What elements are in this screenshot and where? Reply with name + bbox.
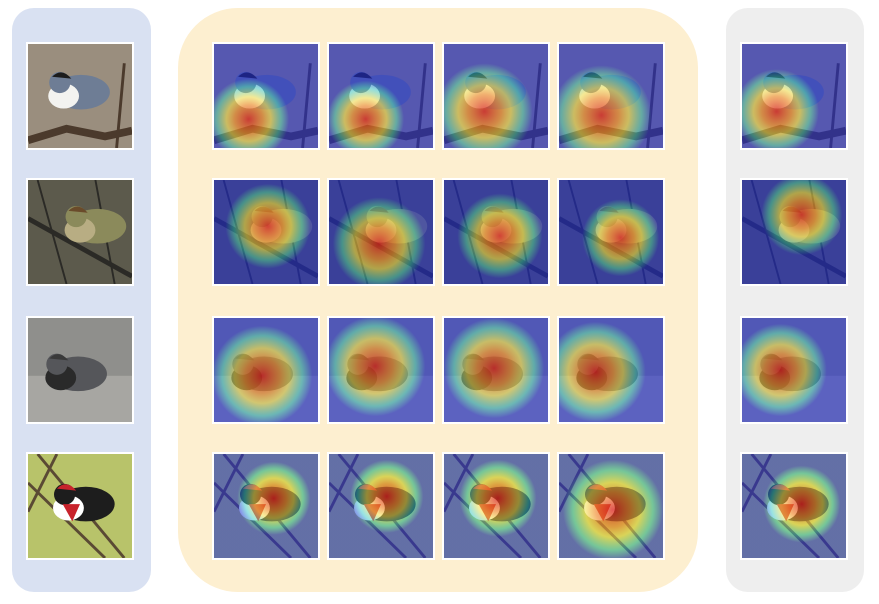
heatmap-overlay [742, 454, 846, 558]
heatmap-overlay [444, 180, 548, 284]
heatmap-overlay [444, 44, 548, 148]
comparison-heatmap-tile [557, 178, 665, 286]
heatmap-overlay [329, 454, 433, 558]
bird-photo-content [28, 44, 132, 148]
comparison-heatmap-tile [442, 178, 550, 286]
comparison-heatmap-tile [212, 42, 320, 150]
heatmap-overlay [214, 44, 318, 148]
heatmap-overlay [559, 454, 663, 558]
heatmap-overlay [559, 318, 663, 422]
heatmap-overlay [214, 180, 318, 284]
input-image-tile [26, 178, 134, 286]
bird-photo-content [28, 180, 132, 284]
proposed-heatmap-tile [740, 42, 848, 150]
input-image-tile [26, 42, 134, 150]
comparison-heatmap-tile [557, 452, 665, 560]
bird-photo-content [28, 318, 132, 422]
comparison-heatmap-tile [557, 42, 665, 150]
heatmap-overlay [329, 44, 433, 148]
comparison-heatmap-tile [212, 452, 320, 560]
comparison-heatmap-tile [442, 452, 550, 560]
comparison-heatmap-tile [327, 452, 435, 560]
heatmap-overlay [444, 318, 548, 422]
input-image-tile [26, 452, 134, 560]
heatmap-overlay [444, 454, 548, 558]
comparison-heatmap-tile [327, 316, 435, 424]
heatmap-overlay [559, 44, 663, 148]
heatmap-overlay [742, 318, 846, 422]
heatmap-overlay [329, 318, 433, 422]
bird-photo-content [28, 454, 132, 558]
comparison-heatmap-tile [327, 178, 435, 286]
comparison-heatmap-tile [212, 178, 320, 286]
proposed-heatmap-tile [740, 316, 848, 424]
heatmap-overlay [214, 318, 318, 422]
heatmap-overlay [742, 180, 846, 284]
comparison-heatmap-tile [557, 316, 665, 424]
proposed-heatmap-tile [740, 452, 848, 560]
proposed-heatmap-tile [740, 178, 848, 286]
heatmap-overlay [559, 180, 663, 284]
heatmap-overlay [742, 44, 846, 148]
heatmap-overlay [329, 180, 433, 284]
comparison-heatmap-tile [212, 316, 320, 424]
comparison-heatmap-tile [442, 42, 550, 150]
heatmap-overlay [214, 454, 318, 558]
input-image-tile [26, 316, 134, 424]
comparison-heatmap-tile [442, 316, 550, 424]
comparison-heatmap-tile [327, 42, 435, 150]
